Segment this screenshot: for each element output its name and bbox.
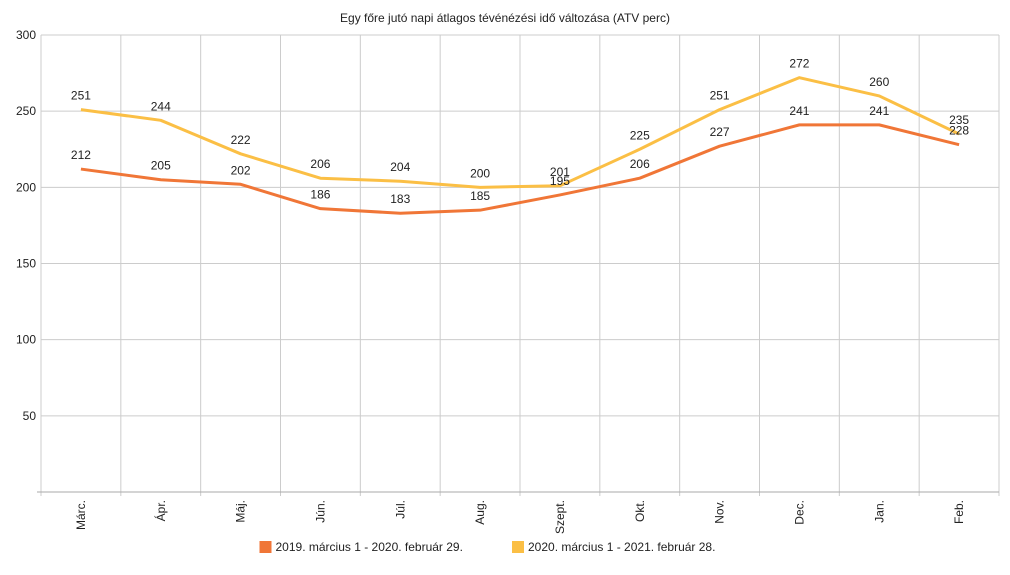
- data-label: 228: [949, 124, 969, 138]
- legend: 2019. március 1 - 2020. február 29. 2020.…: [259, 540, 715, 554]
- y-tick-label: 100: [16, 333, 36, 347]
- data-label: 222: [231, 133, 251, 147]
- axes: 50 100 150 200 250 300 Márc. Ápr. Máj. Jún. Júl. Au…: [16, 28, 999, 534]
- x-tick-label: Nov.: [713, 500, 727, 524]
- data-label: 205: [151, 159, 171, 173]
- data-label: 227: [710, 125, 730, 139]
- y-tick-label: 300: [16, 28, 36, 42]
- x-tick-label: Feb.: [952, 500, 966, 524]
- legend-label: 2019. március 1 - 2020. február 29.: [276, 540, 463, 554]
- data-label: 195: [550, 174, 570, 188]
- data-label: 251: [71, 89, 91, 103]
- y-tick-label: 50: [23, 409, 37, 423]
- x-tick-label: Jún.: [313, 500, 327, 523]
- data-label: 244: [151, 99, 171, 113]
- data-label: 200: [470, 166, 490, 180]
- chart-title: Egy főre jutó napi átlagos tévénézési id…: [340, 11, 670, 25]
- x-tick-label: Jan.: [872, 500, 886, 523]
- y-tick-label: 200: [16, 180, 36, 194]
- x-tick-label: Szept.: [553, 500, 567, 534]
- data-label: 225: [630, 128, 650, 142]
- data-label: 185: [470, 189, 490, 203]
- data-label: 272: [789, 57, 809, 71]
- data-label: 206: [310, 157, 330, 171]
- grid: [40, 34, 1000, 496]
- series-line-1: [80, 123, 960, 215]
- x-tick-label: Márc.: [74, 500, 88, 530]
- x-tick-label: Aug.: [473, 500, 487, 525]
- x-tick-label: Júl.: [393, 500, 407, 519]
- data-label: 235: [949, 113, 969, 127]
- series-line-2: [80, 76, 960, 189]
- data-label: 241: [789, 104, 809, 118]
- x-tick-label: Máj.: [234, 500, 248, 523]
- x-tick-label: Okt.: [633, 500, 647, 522]
- data-label: 183: [390, 192, 410, 206]
- legend-swatch: [512, 541, 524, 553]
- data-label: 204: [390, 160, 410, 174]
- series-layer: [80, 76, 960, 215]
- x-tick-label: Dec.: [792, 500, 806, 525]
- y-tick-label: 150: [16, 257, 36, 271]
- data-label: 186: [310, 188, 330, 202]
- legend-label: 2020. március 1 - 2021. február 28.: [528, 540, 715, 554]
- legend-swatch: [259, 541, 272, 553]
- data-labels: 212 205 202 186 183 185 195 206 227 241 241 228 251 2…: [71, 57, 970, 207]
- data-label: 201: [550, 165, 570, 179]
- data-label: 206: [630, 157, 650, 171]
- data-label: 260: [869, 75, 889, 89]
- data-label: 241: [869, 104, 889, 118]
- y-tick-label: 250: [16, 104, 36, 118]
- data-label: 212: [71, 148, 91, 162]
- x-tick-label: Ápr.: [153, 500, 168, 521]
- data-label: 251: [710, 89, 730, 103]
- data-label: 202: [231, 163, 251, 177]
